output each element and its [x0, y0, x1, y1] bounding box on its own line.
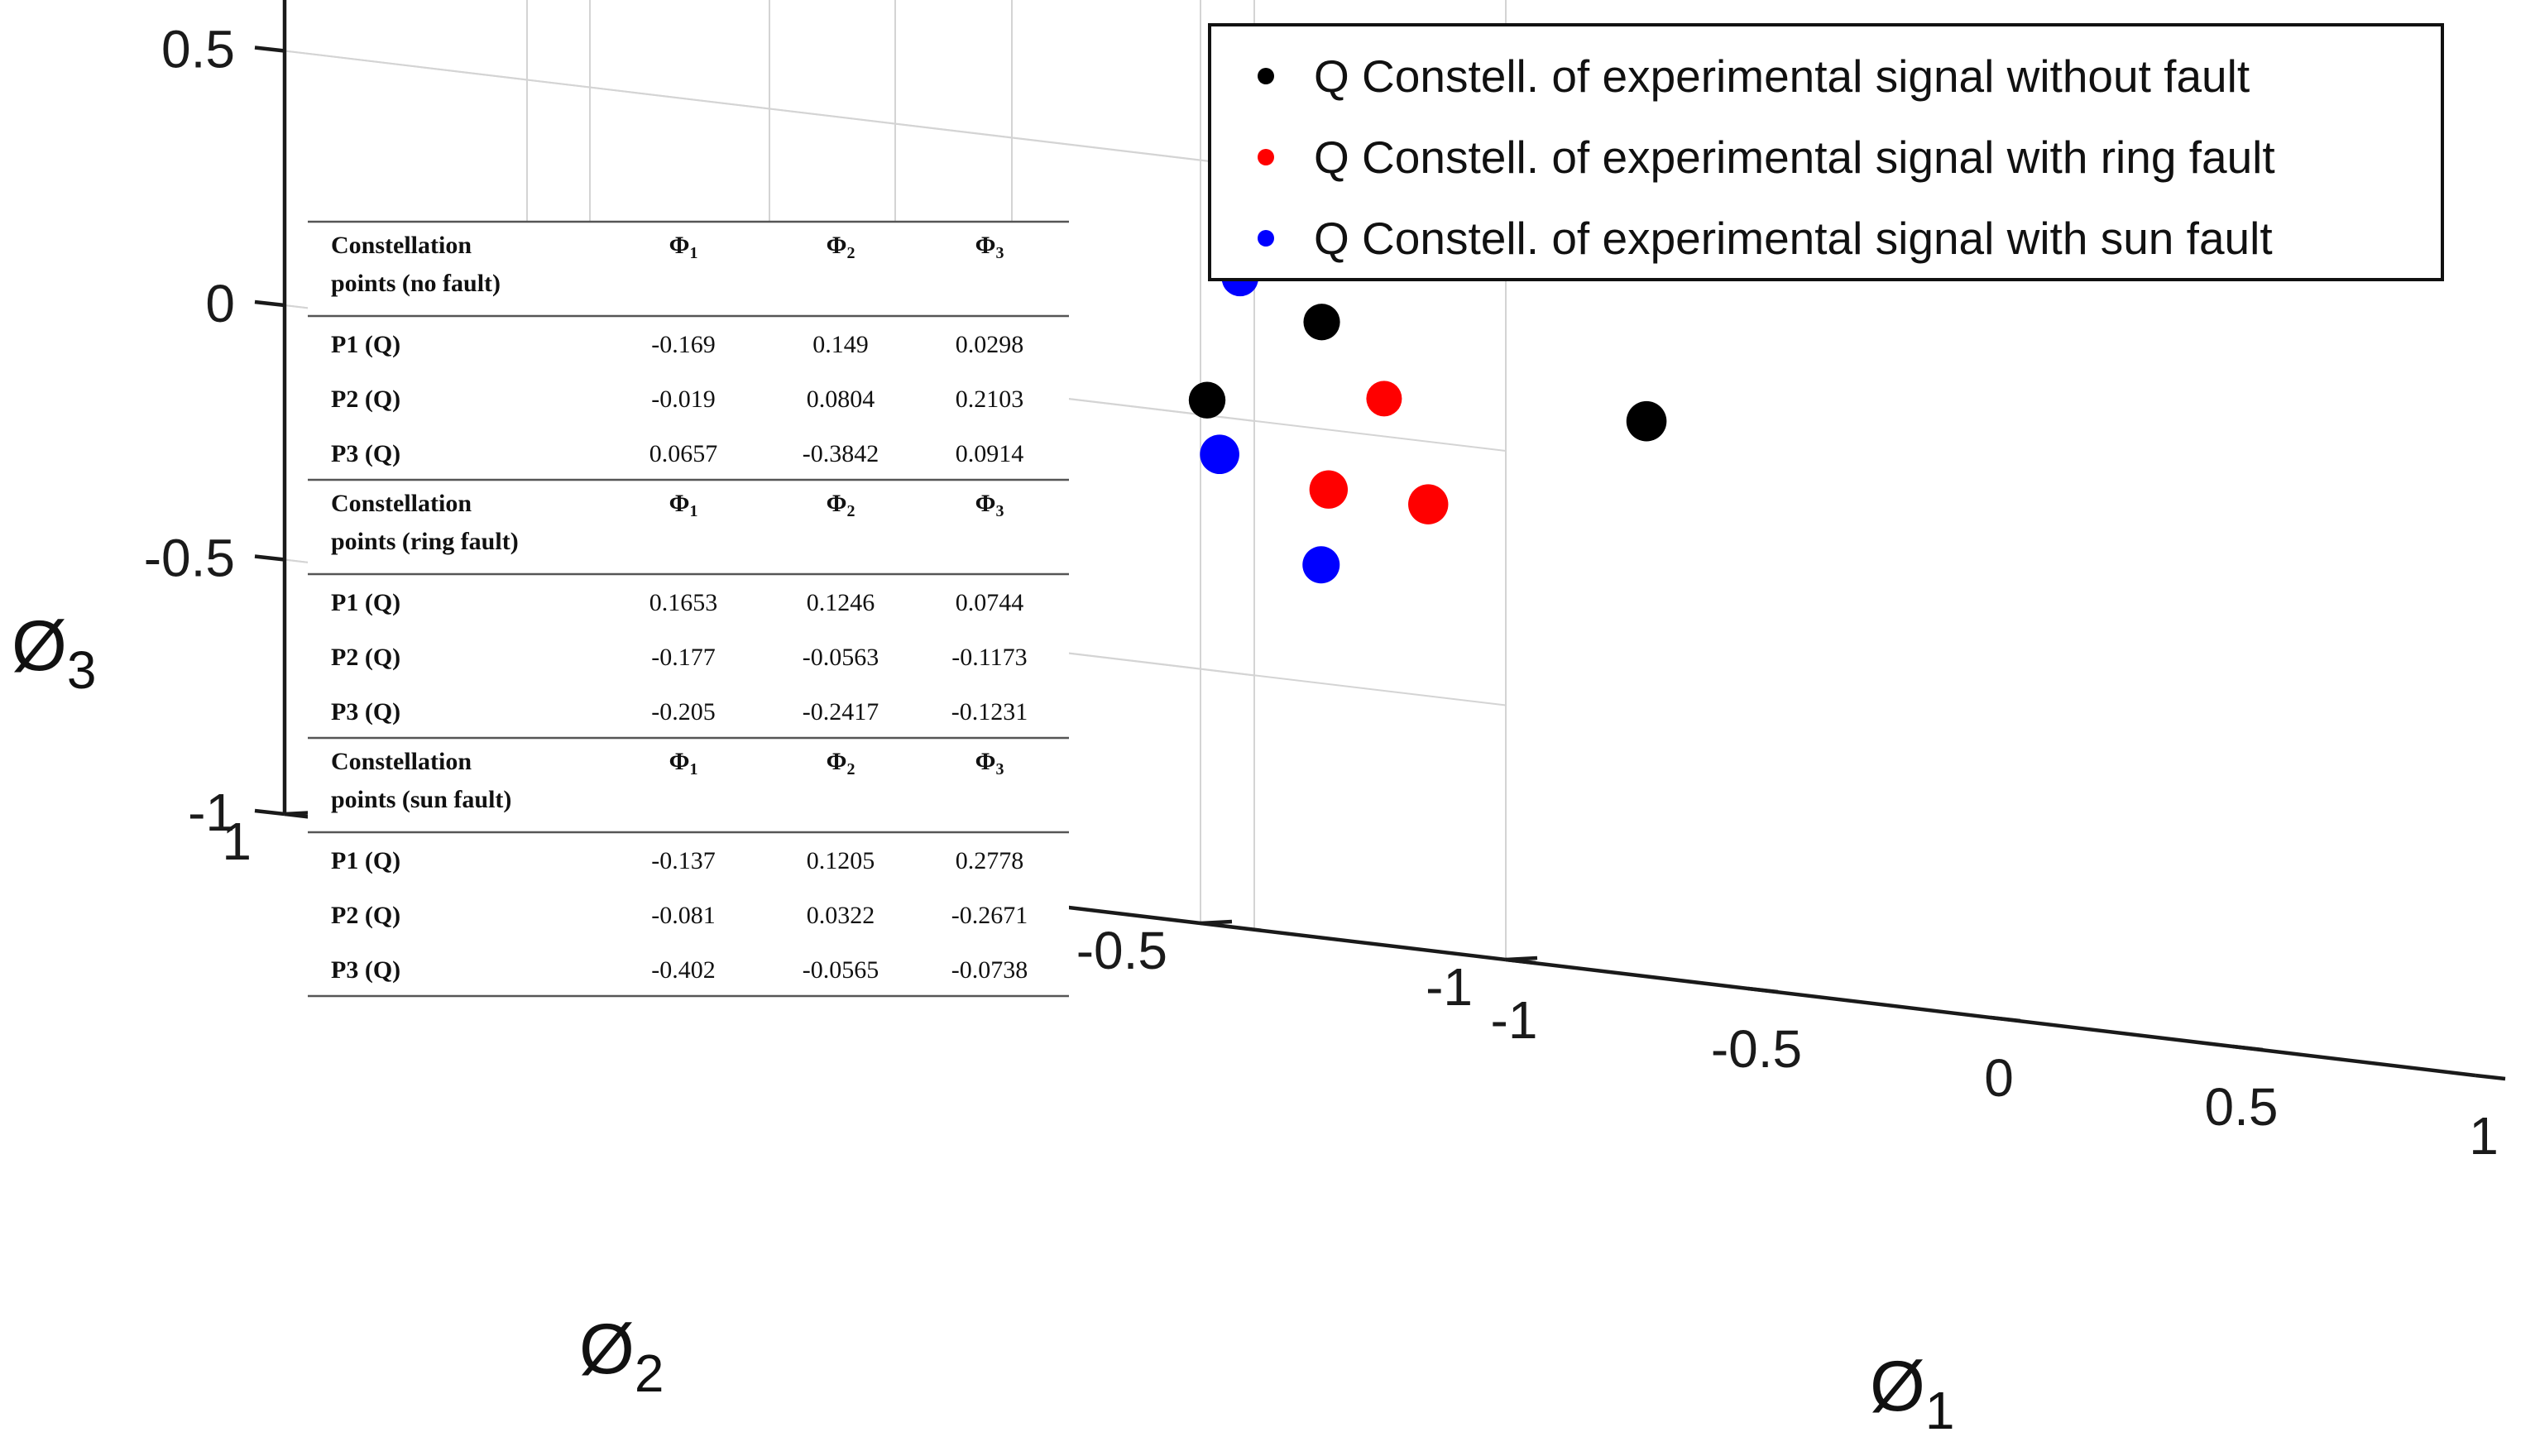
- column-header: Φ1: [669, 490, 698, 520]
- table-cell: 0.1205: [807, 847, 875, 874]
- table-cell: 0.0298: [956, 331, 1024, 358]
- y-tick-label: 1: [222, 812, 252, 871]
- table-cell: -0.205: [651, 698, 716, 726]
- z-tick: [254, 46, 285, 53]
- z-tick-label: 0.5: [161, 20, 235, 79]
- data-point-series-1: [1188, 381, 1226, 419]
- section-title: Constellation: [331, 232, 472, 259]
- row-label: P2 (Q): [331, 386, 400, 413]
- legend-marker-3: [1258, 230, 1274, 247]
- row-label: P1 (Q): [331, 847, 400, 874]
- column-header: Φ3: [975, 490, 1004, 520]
- table-background: [308, 222, 1069, 993]
- legend-box: [1208, 23, 2444, 281]
- data-point-series-1: [1626, 400, 1667, 442]
- z-tick-label: 0: [205, 274, 235, 333]
- table-cell: 0.2103: [956, 386, 1024, 413]
- z-tick: [254, 554, 285, 562]
- legend-marker-2: [1258, 149, 1274, 165]
- section-title: points (no fault): [331, 270, 501, 297]
- table-cell: 0.149: [812, 331, 869, 358]
- x-tick: [2475, 1073, 2506, 1081]
- x-tick-label: 0: [1984, 1048, 2014, 1108]
- legend-marker-1: [1258, 68, 1274, 84]
- y-tick-label: -0.5: [1076, 921, 1167, 980]
- table-cell: -0.0738: [951, 956, 1028, 984]
- table-cell: -0.1173: [951, 644, 1027, 671]
- column-header: Φ3: [975, 232, 1004, 262]
- axis-labels: Ø1 Ø2 Ø3: [12, 606, 1955, 1440]
- column-header: Φ1: [669, 232, 698, 262]
- table-cell: 0.2778: [956, 847, 1024, 874]
- legend: Q Constell. of experimental signal witho…: [1208, 23, 2444, 281]
- data-point-series-3: [1200, 434, 1239, 475]
- table-cell: -0.169: [651, 331, 716, 358]
- table-cell: -0.0563: [803, 644, 879, 671]
- z-tick-label: -0.5: [144, 529, 235, 588]
- table-cell: 0.1246: [807, 589, 875, 616]
- column-header: Φ1: [669, 748, 698, 778]
- table-cell: -0.137: [651, 847, 716, 874]
- column-header: Φ2: [827, 232, 855, 262]
- x-tick: [1990, 1015, 2021, 1023]
- row-label: P2 (Q): [331, 644, 400, 671]
- section-title: Constellation: [331, 490, 472, 517]
- section-title: Constellation: [331, 748, 472, 775]
- x-tick-label: -0.5: [1711, 1019, 1802, 1079]
- table-cell: -0.402: [651, 956, 716, 984]
- column-header: Φ2: [827, 748, 855, 778]
- x-tick: [2232, 1044, 2264, 1052]
- z-tick: [254, 808, 285, 817]
- table-cell: 0.0322: [807, 902, 875, 929]
- legend-entry-3: Q Constell. of experimental signal with …: [1314, 213, 2273, 264]
- table-cell: -0.2417: [803, 698, 879, 726]
- y-tick-label: -1: [1426, 957, 1473, 1017]
- row-label: P1 (Q): [331, 589, 400, 616]
- row-label: P2 (Q): [331, 902, 400, 929]
- data-point-series-2: [1366, 381, 1402, 417]
- table-cell: 0.0744: [956, 589, 1024, 616]
- y-tick: [1505, 956, 1538, 962]
- column-header: Φ2: [827, 490, 855, 520]
- x-tick-label: -1: [1491, 990, 1538, 1050]
- table-cell: -0.0565: [803, 956, 879, 984]
- y-axis-label: Ø2: [579, 1310, 664, 1403]
- data-point-series-1: [1303, 304, 1340, 341]
- table-cell: -0.177: [651, 644, 716, 671]
- z-tick: [254, 299, 285, 308]
- table-cell: -0.019: [651, 386, 716, 413]
- table-cell: -0.1231: [951, 698, 1028, 726]
- z-tick-label: -1: [188, 783, 235, 842]
- row-label: P3 (Q): [331, 440, 400, 467]
- table-cell: 0.1653: [649, 589, 718, 616]
- data-point-series-3: [1302, 546, 1340, 584]
- row-label: P1 (Q): [331, 331, 400, 358]
- x-tick: [1747, 986, 1779, 994]
- y-tick: [1200, 919, 1233, 926]
- data-point-series-2: [1408, 484, 1449, 524]
- table-cell: 0.0804: [807, 386, 875, 413]
- table-cell: 0.0914: [956, 440, 1024, 467]
- table-cell: -0.3842: [803, 440, 879, 467]
- legend-entry-1: Q Constell. of experimental signal witho…: [1314, 50, 2250, 102]
- row-label: P3 (Q): [331, 698, 400, 726]
- row-label: P3 (Q): [331, 956, 400, 984]
- constellation-table: Constellation points (no fault) Φ1 Φ2 Φ3 P1 (…: [308, 220, 1069, 998]
- x-axis-label: Ø1: [1870, 1347, 1955, 1440]
- z-axis-label: Ø3: [12, 606, 97, 700]
- data-point-series-2: [1309, 470, 1349, 509]
- section-title: points (sun fault): [331, 786, 511, 813]
- table-cell: -0.2671: [951, 902, 1028, 929]
- x-tick-label: 0.5: [2205, 1077, 2279, 1137]
- table-cell: 0.0657: [649, 440, 718, 467]
- legend-entry-2: Q Constell. of experimental signal with …: [1314, 132, 2275, 183]
- x-tick-label: 1: [2469, 1106, 2499, 1166]
- column-header: Φ3: [975, 748, 1004, 778]
- section-title: points (ring fault): [331, 528, 519, 555]
- table-cell: -0.081: [651, 902, 716, 929]
